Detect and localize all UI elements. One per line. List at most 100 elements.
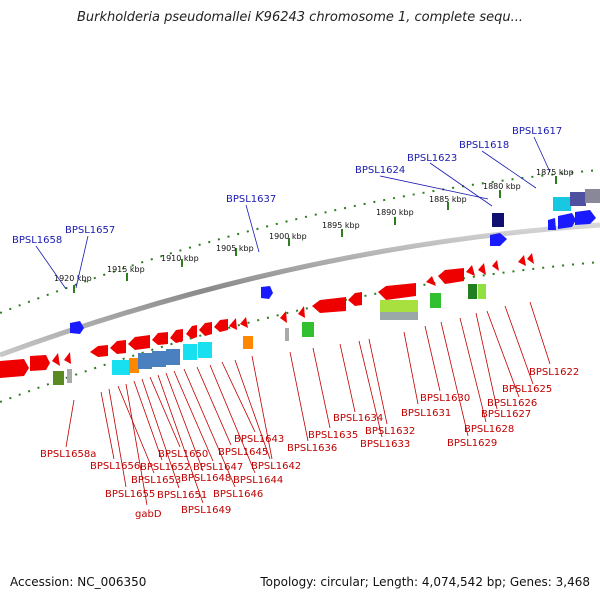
forward-gene-arrow[interactable] bbox=[70, 321, 84, 334]
reverse-gene-arrow[interactable] bbox=[312, 297, 346, 313]
gene-label[interactable]: BPSL1656 bbox=[90, 461, 140, 472]
gene-label[interactable]: BPSL1630 bbox=[420, 393, 470, 404]
reverse-gene-box[interactable] bbox=[67, 369, 72, 383]
kbp-tick-labels: 1920 kbp 1915 kbp 1910 kbp 1905 kbp 1900… bbox=[54, 168, 574, 283]
gene-label[interactable]: BPSL1624 bbox=[355, 165, 405, 176]
inner-tick-track bbox=[0, 261, 600, 403]
kbp-major-ticks bbox=[73, 176, 557, 293]
reverse-gene-arrow[interactable] bbox=[378, 283, 416, 300]
kbp-label: 1900 kbp bbox=[269, 232, 307, 241]
kbp-label: 1875 kbp bbox=[536, 168, 574, 177]
gene-label[interactable]: BPSL1653 bbox=[131, 475, 181, 486]
reverse-gene-arrow[interactable] bbox=[128, 335, 150, 350]
forward-gene-arrow[interactable] bbox=[548, 218, 556, 230]
reverse-gene-box[interactable] bbox=[53, 371, 64, 385]
gene-label[interactable]: BPSL1629 bbox=[447, 438, 497, 449]
reverse-gene-box[interactable] bbox=[166, 349, 180, 365]
reverse-gene-arrow[interactable] bbox=[478, 263, 486, 275]
forward-gene-arrow[interactable] bbox=[558, 213, 576, 229]
gene-label[interactable]: BPSL1618 bbox=[459, 140, 509, 151]
reverse-gene-arrow[interactable] bbox=[298, 306, 305, 318]
reverse-gene-arrow[interactable] bbox=[518, 255, 526, 266]
gene-label[interactable]: BPSL1649 bbox=[181, 505, 231, 516]
reverse-gene-arrow[interactable] bbox=[229, 318, 237, 330]
reverse-gene-box[interactable] bbox=[243, 336, 253, 349]
gene-label[interactable]: BPSL1637 bbox=[226, 194, 276, 205]
reverse-gene-arrow[interactable] bbox=[240, 317, 248, 328]
gene-label[interactable]: BPSL1636 bbox=[287, 443, 337, 454]
gene-label[interactable]: BPSL1645 bbox=[218, 447, 268, 458]
gene-label[interactable]: BPSL1631 bbox=[401, 408, 451, 419]
gene-label[interactable]: BPSL1657 bbox=[65, 225, 115, 236]
reverse-gene-arrow[interactable] bbox=[64, 352, 71, 364]
reverse-gene-box[interactable] bbox=[380, 312, 418, 320]
gene-label[interactable]: BPSL1628 bbox=[464, 424, 514, 435]
gene-label[interactable]: BPSL1642 bbox=[251, 461, 301, 472]
gene-label[interactable]: BPSL1646 bbox=[213, 489, 263, 500]
reverse-gene-box[interactable] bbox=[152, 351, 166, 367]
gene-label[interactable]: BPSL1648 bbox=[181, 473, 231, 484]
genome-backbone bbox=[0, 222, 600, 358]
reverse-gene-arrow[interactable] bbox=[214, 319, 228, 332]
reverse-gene-box[interactable] bbox=[138, 353, 152, 369]
reverse-gene-arrow[interactable] bbox=[348, 292, 362, 306]
reverse-gene-box[interactable] bbox=[183, 344, 197, 360]
forward-gene-box[interactable] bbox=[570, 192, 586, 206]
reverse-gene-arrow[interactable] bbox=[492, 260, 499, 271]
reverse-gene-box[interactable] bbox=[129, 358, 139, 373]
reverse-gene-arrow[interactable] bbox=[52, 353, 60, 366]
gene-label[interactable]: BPSL1622 bbox=[529, 367, 579, 378]
gene-label[interactable]: BPSL1634 bbox=[333, 413, 383, 424]
forward-gene-arrow[interactable] bbox=[261, 286, 273, 299]
reverse-gene-arrow[interactable] bbox=[170, 329, 183, 343]
reverse-gene-box[interactable] bbox=[285, 328, 289, 341]
gene-label[interactable]: BPSL1623 bbox=[407, 153, 457, 164]
gene-label[interactable]: BPSL1617 bbox=[512, 126, 562, 137]
forward-gene-arrow[interactable] bbox=[575, 210, 596, 225]
reverse-gene-arrow[interactable] bbox=[152, 332, 168, 345]
kbp-label: 1895 kbp bbox=[322, 221, 360, 230]
gene-label[interactable]: BPSL1626 bbox=[487, 398, 537, 409]
gene-label[interactable]: BPSL1632 bbox=[365, 426, 415, 437]
forward-gene-arrow[interactable] bbox=[490, 233, 507, 246]
reverse-gene-box[interactable] bbox=[478, 284, 486, 299]
map-title: Burkholderia pseudomallei K96243 chromos… bbox=[76, 10, 524, 25]
reverse-gene-arrow[interactable] bbox=[110, 340, 126, 354]
gene-label[interactable]: BPSL1635 bbox=[308, 430, 358, 441]
reverse-gene-arrow[interactable] bbox=[426, 276, 436, 286]
gene-label[interactable]: BPSL1627 bbox=[481, 409, 531, 420]
gene-label[interactable]: BPSL1650 bbox=[158, 449, 208, 460]
gene-label[interactable]: BPSL1652 bbox=[140, 462, 190, 473]
reverse-gene-box[interactable] bbox=[112, 360, 130, 375]
forward-gene-box[interactable] bbox=[492, 213, 504, 227]
gene-label[interactable]: BPSL1651 bbox=[157, 490, 207, 501]
reverse-gene-box[interactable] bbox=[430, 293, 441, 308]
gene-label[interactable]: BPSL1633 bbox=[360, 439, 410, 450]
reverse-gene-arrow[interactable] bbox=[466, 265, 475, 276]
forward-gene-box[interactable] bbox=[585, 189, 600, 203]
genome-summary-text: Topology: circular; Length: 4,074,542 bp… bbox=[260, 575, 590, 589]
gene-label[interactable]: BPSL1644 bbox=[233, 475, 283, 486]
reverse-gene-arrow[interactable] bbox=[199, 322, 212, 336]
gene-label[interactable]: BPSL1658a bbox=[40, 449, 96, 460]
reverse-gene-arrow[interactable] bbox=[186, 325, 197, 339]
reverse-gene-box[interactable] bbox=[468, 284, 477, 299]
gene-label[interactable]: gabD bbox=[135, 509, 162, 520]
reverse-gene-arrow[interactable] bbox=[527, 253, 534, 264]
top-gene-labels: BPSL1658 BPSL1657 BPSL1637 BPSL1624 BPSL… bbox=[12, 126, 562, 246]
reverse-gene-arrow[interactable] bbox=[0, 359, 29, 378]
gene-label[interactable]: BPSL1625 bbox=[502, 384, 552, 395]
gene-label[interactable]: BPSL1643 bbox=[234, 434, 284, 445]
forward-gene-box[interactable] bbox=[553, 197, 571, 211]
gene-label[interactable]: BPSL1658 bbox=[12, 235, 62, 246]
gene-label[interactable]: BPSL1655 bbox=[105, 489, 155, 500]
reverse-gene-box[interactable] bbox=[302, 322, 314, 337]
reverse-gene-arrow[interactable] bbox=[438, 268, 464, 284]
reverse-gene-arrow[interactable] bbox=[280, 311, 287, 323]
reverse-gene-arrow[interactable] bbox=[30, 355, 50, 371]
reverse-gene-box[interactable] bbox=[198, 342, 212, 358]
gene-label[interactable]: BPSL1647 bbox=[193, 462, 243, 473]
reverse-gene-arrow[interactable] bbox=[90, 345, 108, 357]
kbp-label: 1885 kbp bbox=[429, 195, 467, 204]
